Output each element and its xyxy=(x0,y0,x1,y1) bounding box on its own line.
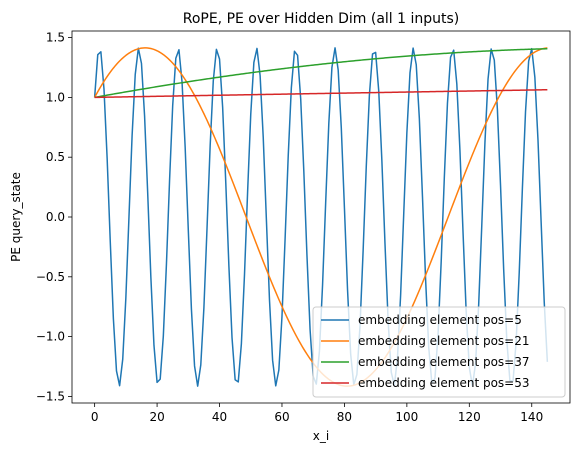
x-tick-label: 120 xyxy=(458,410,481,424)
y-axis-ticks: −1.5 −1.0 −0.5 0.0 0.5 1.0 1.5 xyxy=(36,31,72,403)
y-tick-label: −0.5 xyxy=(36,270,65,284)
legend: embedding element pos=5 embedding element… xyxy=(312,306,566,398)
x-tick-label: 80 xyxy=(337,410,352,424)
x-tick-label: 20 xyxy=(149,410,164,424)
series-line-3 xyxy=(94,88,548,99)
legend-label-3: embedding element pos=53 xyxy=(358,376,530,390)
series-line-2 xyxy=(94,47,548,99)
legend-label-0: embedding element pos=5 xyxy=(358,313,522,327)
y-tick-label: 1.5 xyxy=(46,31,65,45)
x-tick-label: 0 xyxy=(91,410,99,424)
y-tick-label: 0.0 xyxy=(46,210,65,224)
x-tick-label: 60 xyxy=(274,410,289,424)
legend-box xyxy=(312,306,566,398)
y-tick-label: −1.5 xyxy=(36,389,65,403)
y-tick-label: 0.5 xyxy=(46,150,65,164)
x-tick-label: 40 xyxy=(212,410,227,424)
x-axis-label: x_i xyxy=(313,429,329,443)
x-axis-ticks: 0 20 40 60 80 100 120 140 xyxy=(91,403,543,424)
chart-title: RoPE, PE over Hidden Dim (all 1 inputs) xyxy=(183,11,460,27)
legend-label-2: embedding element pos=37 xyxy=(358,355,530,369)
y-tick-label: −1.0 xyxy=(36,330,65,344)
legend-label-1: embedding element pos=21 xyxy=(358,334,530,348)
y-tick-label: 1.0 xyxy=(46,90,65,104)
x-tick-label: 100 xyxy=(395,410,418,424)
x-tick-label: 140 xyxy=(520,410,543,424)
y-axis-label: PE query_state xyxy=(9,172,23,262)
